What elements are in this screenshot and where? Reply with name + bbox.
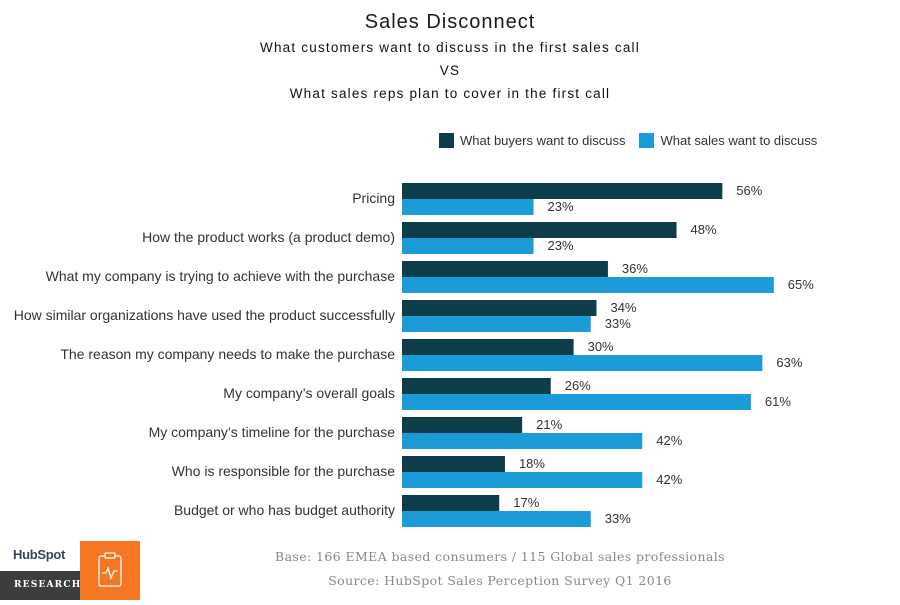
category-label: Who is responsible for the purchase <box>172 463 396 479</box>
data-label-buyers: 48% <box>691 222 717 237</box>
data-label-buyers: 17% <box>513 495 539 510</box>
data-label-buyers: 36% <box>622 261 648 276</box>
chart-subtitle-line-2: VS <box>439 63 461 78</box>
clipboard-pulse-icon <box>98 552 122 587</box>
data-label-sales: 63% <box>776 355 802 370</box>
bar-sales <box>402 472 643 488</box>
data-label-sales: 42% <box>656 472 682 487</box>
bar-buyers <box>402 378 551 394</box>
chart-subtitle-line-3: What sales reps plan to cover in the fir… <box>289 86 611 101</box>
bar-chart: Pricing 56% 23% How the product works (a pr… <box>14 183 814 527</box>
category-label: Budget or who has budget authority <box>174 502 395 518</box>
bar-buyers <box>402 456 505 472</box>
data-label-buyers: 56% <box>736 183 762 198</box>
bar-buyers <box>402 300 597 316</box>
bar-buyers <box>402 183 723 199</box>
data-label-sales: 65% <box>788 277 814 292</box>
bar-sales <box>402 238 534 254</box>
data-label-sales: 61% <box>765 394 791 409</box>
category-label: The reason my company needs to make the … <box>60 346 395 362</box>
data-label-sales: 33% <box>605 316 631 331</box>
bar-buyers <box>402 339 574 355</box>
legend-item-sales: What sales want to discuss <box>639 132 818 148</box>
legend-label-buyers: What buyers want to discuss <box>460 132 626 148</box>
legend-swatch-buyers <box>439 132 454 148</box>
hubspot-logo-text: HubSpot <box>13 547 66 562</box>
bar-sales <box>402 511 591 527</box>
data-label-sales: 23% <box>548 199 574 214</box>
bar-buyers <box>402 495 500 511</box>
data-label-sales: 33% <box>605 511 631 526</box>
chart-legend: What buyers want to discuss What sales w… <box>439 131 831 149</box>
bar-buyers <box>402 222 677 238</box>
data-label-sales: 42% <box>656 433 682 448</box>
data-label-sales: 23% <box>548 238 574 253</box>
bar-sales <box>402 277 774 293</box>
footer-source: Source: HubSpot Sales Perception Survey … <box>328 573 672 588</box>
footer-base: Base: 166 EMEA based consumers / 115 Glo… <box>274 549 725 564</box>
bar-sales <box>402 433 643 449</box>
hubspot-research-logo: HubSpot RESEARCH <box>0 541 80 600</box>
bar-sales <box>402 355 763 371</box>
category-label: My company’s overall goals <box>223 385 395 401</box>
bar-buyers <box>402 417 523 433</box>
category-label: What my company is trying to achieve wit… <box>46 268 396 284</box>
data-label-buyers: 26% <box>565 378 591 393</box>
chart-subtitle-line-1: What customers want to discuss in the fi… <box>260 40 640 55</box>
legend-swatch-sales <box>639 132 655 148</box>
data-label-buyers: 21% <box>536 417 562 432</box>
chart-title: Sales Disconnect <box>364 11 536 33</box>
data-label-buyers: 18% <box>519 456 545 471</box>
category-label: How similar organizations have used the … <box>14 307 395 323</box>
bar-sales <box>402 316 591 332</box>
category-label: Pricing <box>352 190 395 206</box>
orange-panel <box>80 541 140 600</box>
category-label: How the product works (a product demo) <box>142 229 395 245</box>
data-label-buyers: 30% <box>588 339 614 354</box>
bar-sales <box>402 394 751 410</box>
category-label: My company’s timeline for the purchase <box>149 424 396 440</box>
bar-sales <box>402 199 534 215</box>
research-label: RESEARCH <box>14 580 82 590</box>
legend-item-buyers: What buyers want to discuss <box>439 132 626 148</box>
bar-buyers <box>402 261 608 277</box>
data-label-buyers: 34% <box>610 300 636 315</box>
legend-label-sales: What sales want to discuss <box>660 132 818 148</box>
